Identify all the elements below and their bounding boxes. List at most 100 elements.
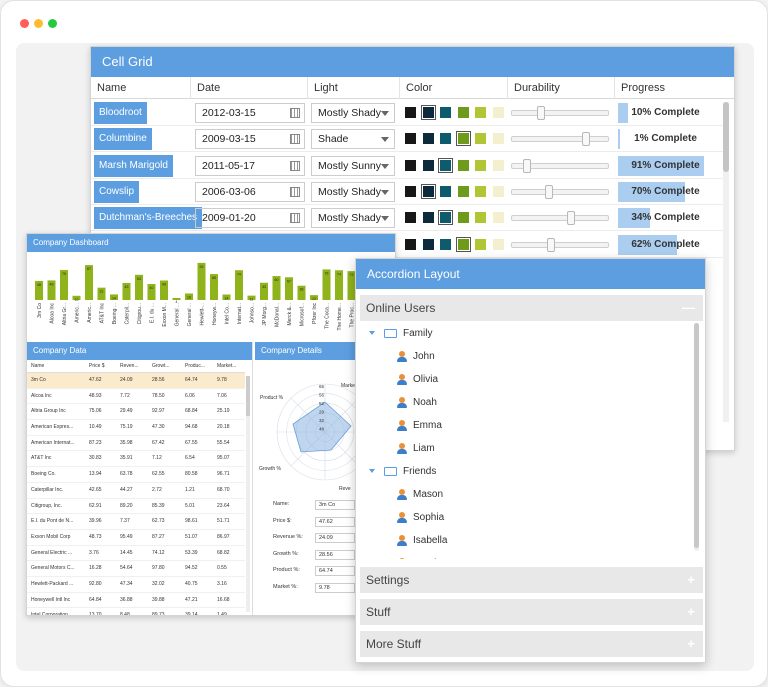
chart-bar[interactable] (122, 282, 131, 300)
calendar-icon[interactable] (290, 108, 300, 118)
table-row[interactable]: Hewlett-Packard ... 92.80 47.34 32.02 40.75 3… (27, 577, 245, 593)
durability-slider[interactable] (511, 106, 609, 120)
light-select[interactable]: Mostly Shady (311, 103, 395, 123)
slider-handle[interactable] (522, 158, 531, 173)
color-swatch[interactable] (422, 133, 434, 145)
chart-bar[interactable] (260, 282, 268, 300)
column-header[interactable]: Growt... (152, 363, 170, 369)
chevron-down-icon[interactable] (381, 216, 389, 222)
color-swatch[interactable] (440, 185, 451, 197)
calendar-icon[interactable] (290, 186, 300, 197)
chart-bar[interactable] (285, 277, 293, 300)
close-window-dot[interactable] (20, 19, 29, 28)
plant-name-cell[interactable]: Bloodroot (94, 102, 147, 124)
calendar-icon[interactable] (290, 213, 300, 224)
column-header-progress[interactable]: Progress (621, 82, 666, 94)
chevron-down-icon[interactable] (381, 163, 389, 169)
chart-bar[interactable] (85, 265, 93, 300)
chart-bar[interactable] (147, 284, 156, 300)
plant-name-cell[interactable]: Columbine (94, 128, 152, 151)
table-row[interactable]: Honeywell Intl Inc 64.84 36.88 39.88 47.21 16… (27, 593, 245, 609)
caret-down-icon[interactable] (369, 331, 375, 336)
color-swatch[interactable] (475, 185, 486, 197)
color-swatch[interactable] (492, 185, 504, 197)
tree-user-item[interactable]: Sophia (397, 507, 444, 529)
color-swatch[interactable] (422, 238, 434, 250)
color-swatch[interactable] (405, 159, 416, 171)
color-swatch[interactable] (405, 238, 416, 250)
company-data-scrollbar[interactable] (246, 376, 250, 612)
chevron-down-icon[interactable] (381, 111, 389, 116)
durability-slider[interactable] (511, 132, 609, 147)
color-swatch[interactable] (420, 183, 436, 199)
chart-bar[interactable] (247, 295, 256, 300)
color-swatch[interactable] (440, 133, 451, 145)
tree-user-item[interactable]: John (397, 346, 435, 368)
expand-icon[interactable]: + (687, 604, 695, 619)
table-row[interactable]: E.I. du Pont de N... 39.96 7.37 62.73 98.61 5… (27, 514, 245, 530)
column-header[interactable]: Price $ (89, 363, 105, 369)
minimize-window-dot[interactable] (34, 19, 43, 28)
tree-user-item[interactable]: Noah (397, 392, 437, 414)
tree-group-0[interactable]: Family (369, 323, 432, 345)
detail-field-input[interactable]: 64.74 (315, 566, 355, 576)
expand-icon[interactable]: + (687, 572, 695, 587)
color-swatch[interactable] (475, 107, 486, 118)
table-row[interactable]: Boeing Co. 13.94 63.78 62.55 80.58 96.71 (27, 467, 245, 483)
table-row[interactable]: Caterpillar Inc. 42.65 44.27 2.72 1.21 68.70 (27, 483, 245, 499)
color-swatch[interactable] (475, 212, 486, 224)
color-swatch[interactable] (440, 238, 451, 250)
detail-field-input[interactable]: 28.56 (315, 549, 355, 560)
detail-field-input[interactable]: 9.78 (315, 582, 355, 593)
tree-user-item[interactable]: Olivia (397, 369, 438, 391)
color-swatch[interactable] (405, 185, 416, 197)
table-row[interactable]: Alcoa Inc 48.93 7.72 78.50 6.06 7.06 (27, 389, 245, 405)
column-header-color[interactable]: Color (400, 77, 508, 99)
chart-bar[interactable] (347, 271, 356, 300)
durability-slider[interactable] (511, 211, 609, 226)
color-swatch[interactable] (457, 212, 469, 224)
table-row[interactable]: AT&T Inc 30.83 35.91 7.12 6.54 95.07 (27, 451, 245, 468)
table-row[interactable]: American Internat... 87.23 35.98 67.42 67.55… (27, 436, 245, 452)
column-header-date[interactable]: Date (191, 77, 308, 99)
chart-bar[interactable] (197, 262, 206, 300)
chart-bar[interactable] (297, 285, 306, 300)
durability-slider[interactable] (511, 184, 609, 199)
detail-field-input[interactable]: 47.62 (315, 516, 355, 527)
color-swatch[interactable] (492, 212, 504, 224)
accordion-section-settings[interactable]: Settings + (360, 567, 703, 593)
table-row[interactable]: American Expres... 10.49 75.19 47.30 94.68 20… (27, 420, 245, 436)
table-row[interactable]: Exxon Mobil Corp 48.73 95.49 87.27 51.07 86.9… (27, 530, 245, 546)
durability-slider[interactable] (511, 237, 609, 252)
column-header-light[interactable]: Light (308, 77, 400, 99)
column-header[interactable]: Produc... (185, 363, 206, 369)
slider-handle[interactable] (536, 106, 545, 120)
color-swatch[interactable] (405, 212, 416, 224)
table-row[interactable]: Intel Corporation 13.70 8.48 89.73 39.14 1.49 (27, 608, 245, 615)
accordion-scroll-thumb[interactable] (694, 323, 699, 548)
tree-user-item[interactable]: Emma (397, 415, 442, 437)
color-swatch[interactable] (438, 210, 453, 226)
color-swatch[interactable] (422, 212, 434, 224)
date-field[interactable]: 2009-03-15 (195, 129, 305, 150)
date-field[interactable]: 2009-01-20 (195, 208, 305, 229)
column-header-name[interactable]: Name (91, 77, 191, 99)
chart-bar[interactable] (97, 287, 106, 300)
color-swatch[interactable] (492, 133, 504, 145)
accordion-section-stuff[interactable]: Stuff + (360, 599, 703, 625)
color-swatch[interactable] (405, 133, 416, 145)
chart-bar[interactable] (72, 295, 81, 300)
accordion-scrollbar[interactable] (694, 323, 699, 551)
chart-bar[interactable] (135, 274, 143, 300)
caret-down-icon[interactable] (369, 469, 375, 474)
chart-bar[interactable] (322, 269, 331, 300)
tree-user-item[interactable]: Jacob (397, 553, 440, 559)
color-swatch[interactable] (420, 105, 436, 120)
color-swatch[interactable] (422, 159, 434, 171)
color-swatch[interactable] (440, 107, 451, 118)
column-header[interactable]: Reven... (120, 363, 139, 369)
date-field[interactable]: 2012-03-15 (195, 103, 305, 123)
tree-user-item[interactable]: Isabella (397, 530, 447, 552)
light-select[interactable]: Mostly Shady (311, 208, 395, 229)
table-row[interactable]: General Electric ... 3.76 14.45 74.12 53.39 6… (27, 546, 245, 562)
